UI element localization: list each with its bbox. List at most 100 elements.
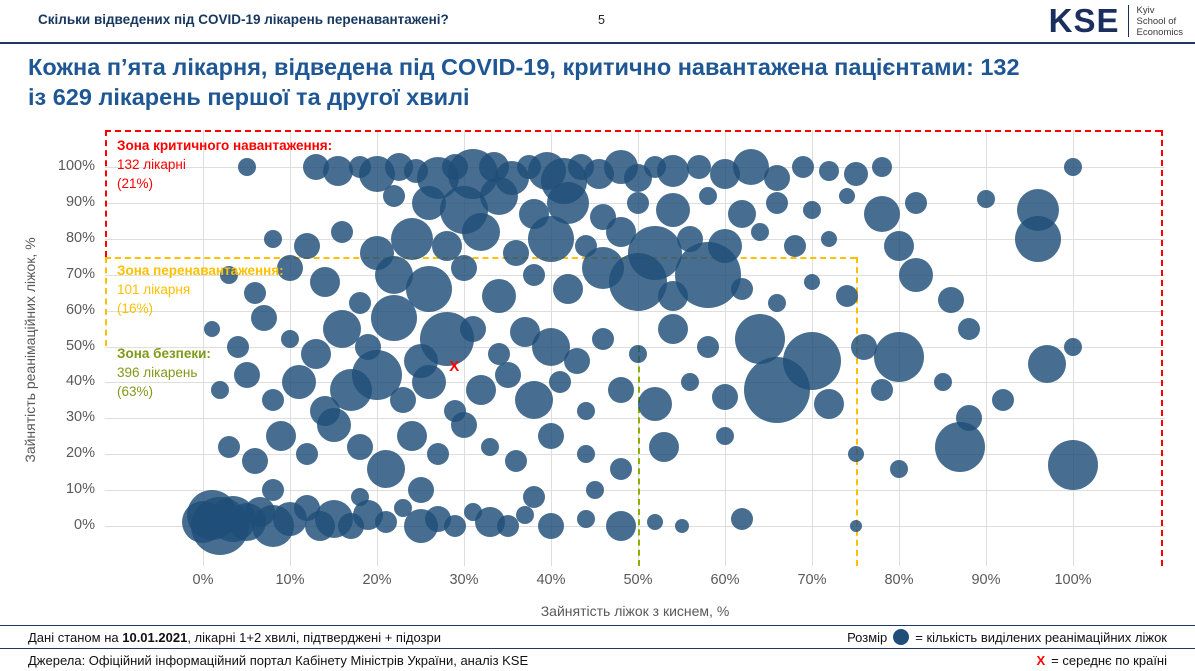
hospital-bubble — [294, 232, 321, 259]
x-tick-label: 0% — [192, 572, 214, 588]
zone-safe-label: Зона безпеки: 396 лікарень (63%) — [117, 344, 211, 401]
gridline-vertical — [203, 130, 204, 566]
hospital-bubble — [814, 388, 845, 419]
hospital-bubble — [350, 488, 369, 507]
y-tick-label: 100% — [57, 158, 95, 174]
hospital-bubble — [505, 450, 528, 473]
hospital-bubble — [731, 507, 754, 530]
hospital-bubble — [366, 449, 405, 488]
x-axis-title: Зайнятість ліжок з киснем, % — [540, 603, 730, 619]
hospital-bubble — [934, 422, 985, 473]
header-question: Скільки відведених під COVID-19 лікарень… — [38, 12, 449, 27]
hospital-bubble — [649, 432, 680, 463]
hospital-bubble — [783, 234, 806, 257]
hospital-bubble — [1064, 158, 1082, 176]
kse-logo: KSE Kyiv School of Economics — [1049, 3, 1183, 39]
hospital-bubble — [226, 335, 249, 358]
hospital-bubble — [728, 199, 757, 228]
hospital-bubble — [647, 514, 664, 531]
hospital-bubble — [548, 371, 571, 394]
country-mean-marker: X — [449, 358, 460, 376]
zone-critical-count: 132 лікарні — [117, 157, 186, 172]
hospital-bubble — [792, 156, 815, 178]
hospital-bubble — [451, 412, 477, 439]
hospital-bubble — [884, 230, 914, 261]
y-tick-label: 0% — [74, 517, 95, 533]
y-tick-label: 80% — [65, 229, 95, 246]
bubble-size-icon — [893, 629, 910, 645]
hospital-bubble — [698, 186, 717, 205]
zone-boundary-line — [638, 346, 640, 566]
hospital-bubble — [899, 257, 934, 292]
hospital-bubble — [870, 378, 893, 401]
y-tick-label: 60% — [65, 301, 95, 318]
hospital-bubble — [576, 402, 595, 421]
y-tick-label: 50% — [65, 337, 95, 354]
hospital-bubble — [412, 365, 447, 400]
hospital-bubble — [218, 436, 241, 459]
logo-line-2: School of — [1136, 15, 1177, 27]
hospital-bubble — [609, 252, 667, 311]
logo-divider — [1127, 5, 1129, 37]
x-tick-label: 20% — [362, 572, 392, 588]
hospital-bubble — [686, 155, 711, 179]
hospital-bubble — [451, 254, 477, 281]
hospital-bubble — [322, 155, 353, 186]
hospital-bubble — [938, 286, 965, 313]
hospital-bubble — [957, 317, 980, 340]
zone-boundary-line — [105, 256, 856, 259]
hospital-bubble — [627, 191, 649, 214]
mean-legend-mark: X — [1036, 652, 1046, 668]
hospital-bubble — [933, 373, 952, 392]
note1-date: 10.01.2021 — [122, 629, 188, 645]
hospital-bubble — [515, 506, 534, 525]
hospital-bubble — [261, 479, 284, 502]
hospital-bubble — [1064, 337, 1082, 356]
y-tick-label: 20% — [65, 445, 95, 462]
hospital-bubble — [821, 230, 838, 247]
hospital-bubble — [764, 164, 791, 191]
hospital-bubble — [874, 332, 924, 383]
hospital-bubble — [716, 427, 734, 446]
hospital-bubble — [744, 356, 811, 423]
hospital-bubble — [638, 386, 673, 421]
hospital-bubble — [585, 481, 604, 500]
hospital-bubble — [750, 222, 769, 241]
hospital-bubble — [528, 215, 574, 262]
hospital-bubble — [203, 320, 220, 337]
x-tick-label: 90% — [971, 572, 1001, 588]
zone-critical-label: Зона критичного навантаження: 132 лікарн… — [117, 136, 332, 193]
hospital-bubble — [390, 217, 433, 260]
hospital-bubble — [734, 314, 785, 365]
hospital-bubble — [346, 434, 373, 461]
x-tick-label: 100% — [1054, 572, 1092, 588]
plot-area: Зона критичного навантаження: 132 лікарн… — [105, 130, 1165, 566]
hospital-bubble — [323, 309, 362, 348]
hospital-bubble — [733, 149, 770, 185]
x-tick-label: 60% — [710, 572, 740, 588]
header: Скільки відведених під COVID-19 лікарень… — [0, 0, 1195, 44]
hospital-bubble — [1048, 439, 1098, 490]
hospital-bubble — [851, 333, 878, 360]
hospital-bubble — [237, 158, 256, 176]
zone-boundary-line — [1161, 130, 1163, 566]
hospital-bubble — [462, 212, 501, 251]
hospital-bubble — [819, 160, 840, 181]
kse-logo-mark: KSE — [1048, 2, 1120, 39]
hospital-bubble — [681, 373, 700, 392]
hospital-bubble — [992, 389, 1015, 412]
slide-title-line2: із 629 лікарень першої та другої хвилі — [28, 84, 470, 110]
hospital-bubble — [674, 519, 689, 533]
hospital-bubble — [459, 315, 486, 342]
hospital-bubble — [479, 176, 518, 215]
logo-line-3: Economics — [1136, 26, 1183, 38]
bubble-chart: Зайнятість реанімаційних ліжок, % Зона к… — [0, 125, 1195, 625]
hospital-bubble — [890, 459, 908, 478]
hospital-bubble — [263, 229, 282, 248]
y-tick-label: 10% — [65, 481, 95, 498]
hospital-bubble — [1027, 345, 1066, 384]
hospital-bubble — [657, 313, 688, 344]
y-tick-label: 70% — [65, 265, 95, 282]
gridline-horizontal — [105, 310, 1165, 312]
